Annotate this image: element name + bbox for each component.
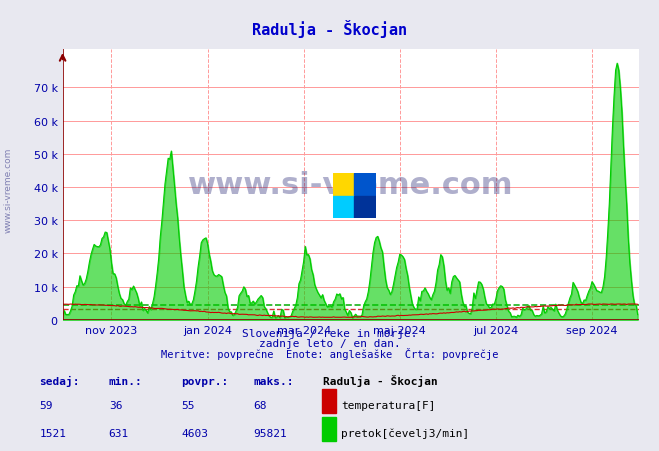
Text: maks.:: maks.: (254, 376, 294, 386)
Bar (333, 196, 355, 219)
Text: 36: 36 (109, 400, 122, 410)
Text: Slovenija / reke in morje.: Slovenija / reke in morje. (242, 328, 417, 338)
Text: 1521: 1521 (40, 428, 67, 437)
Text: www.si-vreme.com: www.si-vreme.com (4, 147, 13, 232)
Text: min.:: min.: (109, 376, 142, 386)
Text: povpr.:: povpr.: (181, 376, 229, 386)
Text: Meritve: povprečne  Enote: anglešaške  Črta: povprečje: Meritve: povprečne Enote: anglešaške Črt… (161, 347, 498, 359)
Text: Radulja - Škocjan: Radulja - Škocjan (252, 20, 407, 38)
Text: zadnje leto / en dan.: zadnje leto / en dan. (258, 338, 401, 348)
Text: 95821: 95821 (254, 428, 287, 437)
Text: temperatura[F]: temperatura[F] (341, 400, 436, 410)
Bar (322, 389, 336, 413)
Text: 631: 631 (109, 428, 129, 437)
Bar (333, 174, 355, 196)
Bar (355, 174, 376, 196)
Text: pretok[čevelj3/min]: pretok[čevelj3/min] (341, 427, 470, 437)
Text: sedaj:: sedaj: (40, 375, 80, 386)
Text: www.si-vreme.com: www.si-vreme.com (188, 170, 513, 199)
Text: Radulja - Škocjan: Radulja - Škocjan (323, 374, 438, 386)
Text: 59: 59 (40, 400, 53, 410)
Text: 55: 55 (181, 400, 194, 410)
Text: 4603: 4603 (181, 428, 208, 437)
Bar (322, 417, 336, 441)
Bar (355, 196, 376, 219)
Text: 68: 68 (254, 400, 267, 410)
